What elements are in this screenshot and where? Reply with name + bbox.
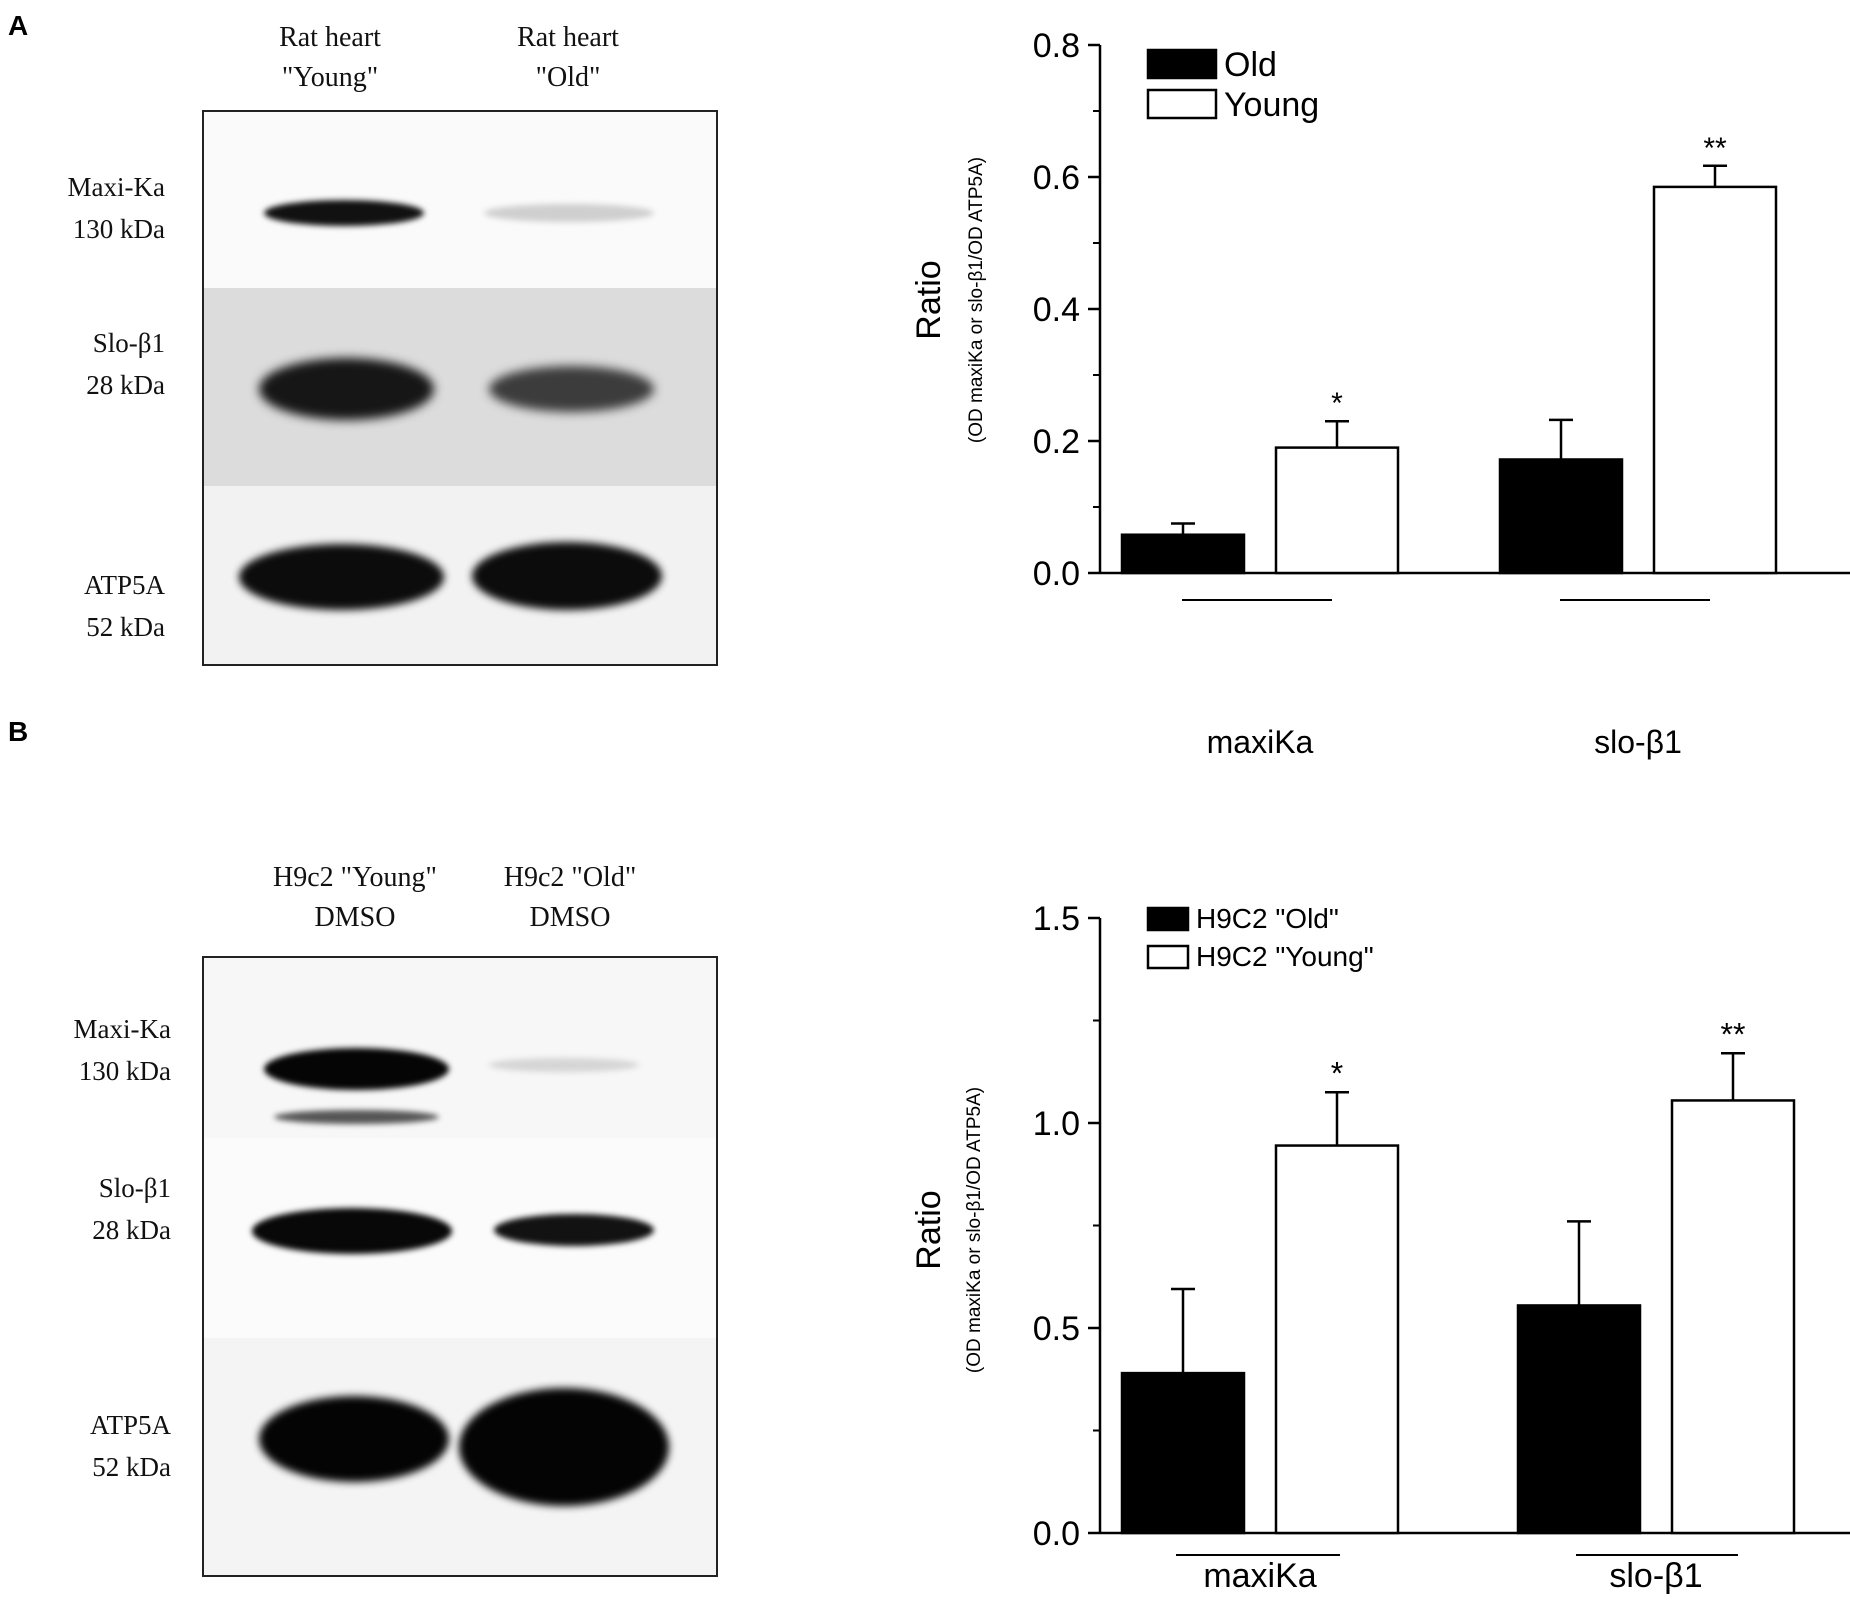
lane-header-line2: "Old" — [535, 62, 601, 93]
bar — [1670, 1099, 1796, 1535]
protein-name: ATP5A — [89, 1410, 171, 1440]
y-tick-label: 0.4 — [1033, 291, 1080, 329]
band-young — [259, 358, 434, 420]
y-axis-sublabel: (OD maxiKa or slo-β1/OD ATP5A) — [966, 157, 987, 443]
panel-letter-a: A — [8, 10, 29, 41]
panel-letter-b: B — [8, 716, 29, 747]
y-tick-label: 0.0 — [1033, 555, 1080, 593]
lane-header-a-old: Rat heart "Old" — [468, 18, 668, 98]
significance-marker: * — [1331, 1055, 1343, 1091]
legend-label: Young — [1224, 86, 1319, 124]
y-axis-label: Ratio — [910, 260, 948, 339]
protein-size: 52 kDa — [86, 612, 165, 642]
y-axis-sublabel: (OD maxiKa or slo-β1/OD ATP5A) — [964, 1087, 985, 1373]
lane-header-a-young: Rat heart "Young" — [230, 18, 430, 98]
band-old — [489, 1058, 639, 1072]
y-tick-label: 1.0 — [1033, 1105, 1080, 1143]
band-young-lower — [274, 1110, 439, 1124]
band-young — [252, 1208, 452, 1254]
blot-strip-maxika — [204, 958, 716, 1138]
y-tick-label: 0.2 — [1033, 423, 1080, 461]
significance-marker: ** — [1703, 132, 1727, 165]
legend-swatch — [1146, 944, 1190, 970]
lane-header-b-old: H9c2 "Old" DMSO — [470, 858, 670, 938]
y-tick-label: 0.5 — [1033, 1310, 1080, 1348]
band-young — [239, 544, 444, 610]
protein-size: 52 kDa — [92, 1452, 171, 1482]
y-tick-label: 0.8 — [1033, 27, 1080, 65]
western-blot-a — [202, 110, 718, 666]
lane-header-line2: DMSO — [314, 902, 396, 933]
legend-label: H9C2 "Old" — [1196, 903, 1339, 934]
significance-marker: ** — [1721, 1016, 1746, 1052]
y-axis-label: Ratio — [910, 1190, 948, 1269]
band-young — [259, 1396, 449, 1482]
western-blot-b — [202, 956, 718, 1577]
blot-strip-atp5a — [204, 486, 716, 664]
bar — [1652, 185, 1778, 575]
legend-label: H9C2 "Young" — [1196, 941, 1374, 972]
protein-name: ATP5A — [83, 570, 165, 600]
bar — [1274, 446, 1400, 575]
bar-chart-a: 0.0 0.2 0.4 0.6 0.8 Ratio (OD maxiKa or slo-β1… — [910, 27, 1850, 760]
band-young — [264, 200, 424, 226]
band-young — [264, 1048, 449, 1090]
x-tick-label: slo-β1 — [1609, 1557, 1702, 1595]
row-label-atp5a: ATP5A 52 kDa — [25, 1404, 171, 1488]
band-old — [484, 204, 654, 222]
protein-size: 28 kDa — [86, 370, 165, 400]
x-tick-label: maxiKa — [1203, 1557, 1316, 1595]
blot-strip-maxika — [204, 112, 716, 288]
significance-marker: * — [1331, 387, 1343, 420]
lane-header-b-young: H9c2 "Young" DMSO — [255, 858, 455, 938]
lane-header-line1: H9c2 "Old" — [503, 862, 637, 893]
y-tick-label: 0.6 — [1033, 159, 1080, 197]
protein-name: Maxi-Ka — [67, 172, 165, 202]
band-old — [472, 542, 662, 610]
row-label-maxika: Maxi-Ka 130 kDa — [25, 1008, 171, 1092]
bar — [1274, 1144, 1400, 1535]
bar — [1498, 458, 1624, 575]
lane-header-line2: DMSO — [529, 902, 611, 933]
x-tick-label: slo-β1 — [1594, 724, 1682, 760]
legend-swatch — [1146, 48, 1218, 80]
row-label-maxika: Maxi-Ka 130 kDa — [20, 166, 165, 250]
legend-label: Old — [1224, 46, 1277, 84]
blot-strip-slo-beta1 — [204, 1138, 716, 1338]
row-label-slo-beta1: Slo-β1 28 kDa — [20, 322, 165, 406]
lane-header-line1: Rat heart — [279, 22, 381, 53]
protein-name: Maxi-Ka — [73, 1014, 171, 1044]
legend-swatch — [1146, 906, 1190, 932]
lane-header-line1: Rat heart — [517, 22, 619, 53]
y-tick-label: 0.0 — [1033, 1515, 1080, 1553]
band-old — [494, 1214, 654, 1246]
band-old — [489, 366, 654, 412]
protein-name: Slo-β1 — [92, 328, 165, 358]
x-tick-label: maxiKa — [1207, 724, 1314, 760]
protein-size: 28 kDa — [92, 1215, 171, 1245]
bar-chart-b: 0.0 0.5 1.0 1.5 Ratio (OD maxiKa or slo-β1/OD… — [910, 900, 1850, 1595]
row-label-slo-beta1: Slo-β1 28 kDa — [25, 1167, 171, 1251]
lane-header-line2: "Young" — [281, 62, 379, 93]
bar — [1120, 1371, 1246, 1535]
protein-name: Slo-β1 — [98, 1173, 171, 1203]
blot-strip-slo-beta1 — [204, 288, 716, 486]
protein-size: 130 kDa — [72, 214, 165, 244]
lane-header-line1: H9c2 "Young" — [273, 862, 437, 893]
blot-strip-atp5a — [204, 1338, 716, 1575]
row-label-atp5a: ATP5A 52 kDa — [20, 564, 165, 648]
protein-size: 130 kDa — [78, 1056, 171, 1086]
y-tick-label: 1.5 — [1033, 900, 1080, 938]
bar — [1120, 533, 1246, 575]
bar — [1516, 1304, 1642, 1535]
band-old — [459, 1388, 669, 1506]
legend-swatch — [1146, 88, 1218, 120]
